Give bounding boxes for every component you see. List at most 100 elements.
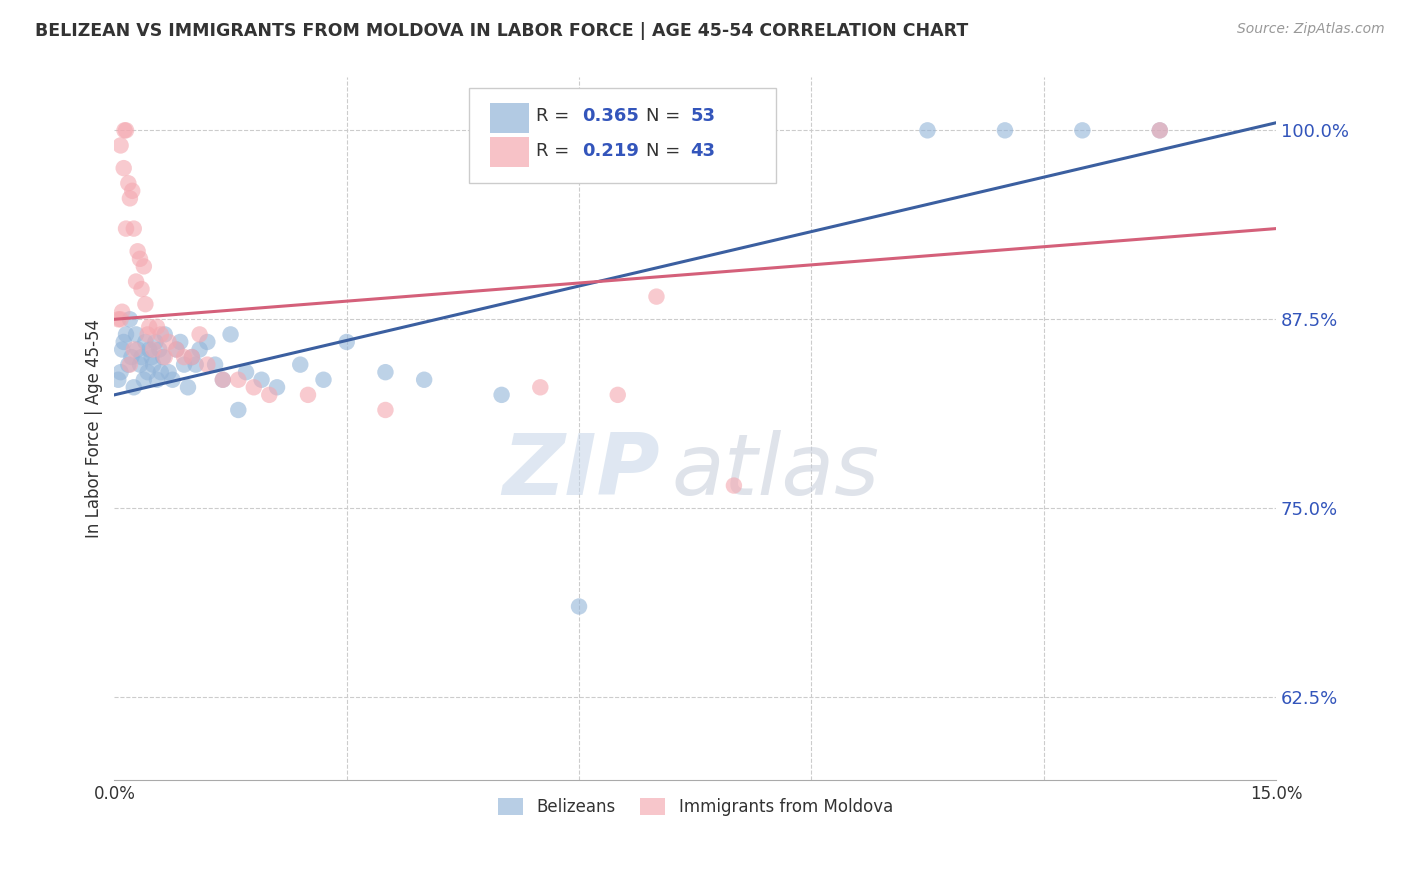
Point <box>149 327 172 342</box>
Point <box>115 221 138 235</box>
Point <box>1071 123 1094 137</box>
Point <box>138 343 160 357</box>
Point <box>131 350 153 364</box>
Point <box>188 343 211 357</box>
Point <box>645 290 668 304</box>
Point <box>115 123 138 137</box>
Point <box>138 319 160 334</box>
FancyBboxPatch shape <box>489 137 529 167</box>
Point <box>162 373 184 387</box>
Point <box>146 373 169 387</box>
Point <box>129 358 152 372</box>
Point <box>115 327 138 342</box>
Point <box>204 358 226 372</box>
FancyBboxPatch shape <box>489 103 529 133</box>
Point <box>142 343 165 357</box>
Point <box>131 282 153 296</box>
Point <box>169 334 191 349</box>
Point <box>374 365 396 379</box>
Point <box>111 343 134 357</box>
Point <box>121 184 143 198</box>
Point <box>118 358 141 372</box>
Point <box>165 343 187 357</box>
Point <box>219 327 242 342</box>
Point <box>122 343 145 357</box>
Point <box>110 365 132 379</box>
Point <box>374 403 396 417</box>
Point <box>568 599 591 614</box>
Point <box>211 373 233 387</box>
Point <box>266 380 288 394</box>
Text: ZIP: ZIP <box>503 430 661 513</box>
Text: 0.365: 0.365 <box>582 107 640 125</box>
Point <box>136 327 159 342</box>
Text: R =: R = <box>536 142 575 161</box>
Point <box>129 252 152 266</box>
Point <box>226 403 249 417</box>
Point <box>146 319 169 334</box>
Point <box>132 260 155 274</box>
Point <box>177 380 200 394</box>
Point <box>132 373 155 387</box>
Point <box>152 350 174 364</box>
Point <box>413 373 436 387</box>
Y-axis label: In Labor Force | Age 45-54: In Labor Force | Age 45-54 <box>86 319 103 539</box>
Point <box>290 358 312 372</box>
Text: 0.219: 0.219 <box>582 142 640 161</box>
Point <box>157 334 180 349</box>
Point <box>994 123 1017 137</box>
Point <box>188 327 211 342</box>
Point <box>136 365 159 379</box>
Point <box>491 388 513 402</box>
Point <box>112 334 135 349</box>
Point <box>125 275 148 289</box>
Point <box>723 478 745 492</box>
Point <box>145 334 167 349</box>
Point <box>120 350 142 364</box>
Point <box>111 304 134 318</box>
Point <box>127 244 149 259</box>
Point <box>157 365 180 379</box>
Point <box>297 388 319 402</box>
Text: BELIZEAN VS IMMIGRANTS FROM MOLDOVA IN LABOR FORCE | AGE 45-54 CORRELATION CHART: BELIZEAN VS IMMIGRANTS FROM MOLDOVA IN L… <box>35 22 969 40</box>
Point <box>110 138 132 153</box>
Point <box>110 312 132 326</box>
Point <box>173 350 195 364</box>
Point <box>107 373 129 387</box>
Point <box>606 388 628 402</box>
Point <box>149 365 172 379</box>
Point <box>107 312 129 326</box>
Text: 43: 43 <box>690 142 716 161</box>
Text: atlas: atlas <box>672 430 880 513</box>
Point <box>195 334 218 349</box>
Point <box>243 380 266 394</box>
Point <box>226 373 249 387</box>
Point <box>134 297 156 311</box>
Point <box>142 358 165 372</box>
Point <box>153 327 176 342</box>
Point <box>1149 123 1171 137</box>
Point <box>112 161 135 175</box>
Point <box>336 334 359 349</box>
Point <box>134 334 156 349</box>
Point <box>127 343 149 357</box>
FancyBboxPatch shape <box>468 88 776 183</box>
Point <box>117 176 139 190</box>
Point <box>195 358 218 372</box>
Point <box>250 373 273 387</box>
Point <box>117 358 139 372</box>
Point <box>148 343 170 357</box>
Point <box>180 350 202 364</box>
Point <box>122 221 145 235</box>
Text: N =: N = <box>647 142 686 161</box>
Point <box>165 343 187 357</box>
Point <box>122 380 145 394</box>
Text: 53: 53 <box>690 107 716 125</box>
Point <box>141 350 163 364</box>
Point <box>312 373 335 387</box>
Point <box>118 191 141 205</box>
Point <box>1149 123 1171 137</box>
Point <box>529 380 551 394</box>
Legend: Belizeans, Immigrants from Moldova: Belizeans, Immigrants from Moldova <box>489 789 901 825</box>
Point <box>917 123 939 137</box>
